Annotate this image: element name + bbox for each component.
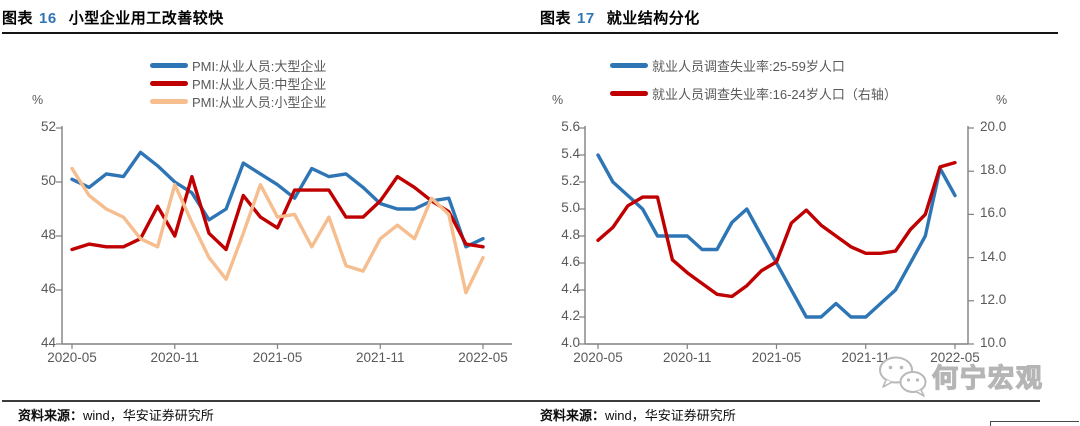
- x-axis-tick-label: 2022-05: [930, 350, 980, 365]
- y2-axis-tick-label: 12.0: [980, 291, 1007, 307]
- legend-swatch: [150, 63, 188, 68]
- right-source-note: 资料来源：wind，华安证券研究所: [540, 405, 736, 424]
- y-axis-tick-label: 5.6: [561, 119, 580, 134]
- x-axis-tick-label: 2020-05: [47, 350, 97, 365]
- legend-item: PMI:从业人员:中型企业: [150, 74, 326, 93]
- legend-swatch: [150, 81, 188, 86]
- series-line: [596, 153, 957, 319]
- right-source-text: wind，华安证券研究所: [605, 408, 736, 423]
- series-line: [70, 150, 485, 249]
- right-chart-yright-unit: %: [996, 93, 1008, 107]
- legend-swatch: [150, 99, 188, 104]
- x-axis-tick-label: 2021-11: [355, 350, 405, 365]
- right-source-label: 资料来源：: [540, 408, 606, 423]
- legend-label: 就业人员调查失业率:16-24岁人口（右轴）: [652, 87, 897, 102]
- right-chart-title-prefix: 图表: [540, 10, 572, 27]
- y-axis-tick-label: 46: [40, 281, 56, 296]
- footer-divider-line: [2, 400, 1040, 402]
- left-source-text: wind，华安证券研究所: [83, 408, 214, 423]
- legend-label: PMI:从业人员:大型企业: [192, 59, 327, 74]
- x-axis-tick-label: 2021-05: [751, 350, 802, 365]
- y2-axis-tick-label: 20.0: [980, 119, 1007, 134]
- right-chart-yleft-unit: %: [552, 93, 564, 107]
- unemployment-chart-canvas: [579, 126, 974, 349]
- left-source-label: 资料来源：: [18, 408, 84, 423]
- x-axis-tick-label: 2022-05: [458, 350, 508, 365]
- legend-item: 就业人员调查失业率:25-59岁人口: [610, 56, 845, 75]
- right-chart-title: 图表 17 就业结构分化: [540, 7, 700, 28]
- y-axis-tick-label: 4.8: [561, 227, 580, 242]
- pmi-employment-chart: % PMI:从业人员:大型企业 PMI:从业人员:中型企业 PMI:从业人员:小型企…: [0, 0, 520, 426]
- right-chart-title-text: 就业结构分化: [606, 10, 700, 27]
- y2-axis-tick-label: 10.0: [980, 335, 1007, 350]
- left-chart-title: 图表 16 小型企业用工改善较快: [2, 7, 224, 28]
- left-chart-title-text: 小型企业用工改善较快: [68, 10, 224, 27]
- y-axis-tick-label: 4.4: [561, 281, 580, 296]
- legend-label: PMI:从业人员:中型企业: [192, 77, 327, 92]
- y-axis-tick-label: 4.6: [561, 254, 580, 269]
- y-axis-tick-label: 4.2: [561, 308, 580, 323]
- y-axis-tick-label: 5.4: [561, 146, 580, 161]
- right-chart-number: 17: [577, 10, 595, 27]
- unemployment-chart: % % 就业人员调查失业率:25-59岁人口就业人员调查失业率:16-24岁人口…: [540, 0, 1080, 426]
- legend-item: 就业人员调查失业率:16-24岁人口（右轴）: [610, 84, 897, 103]
- y-axis-tick-label: 5.2: [561, 173, 580, 188]
- x-axis-tick-label: 2020-11: [150, 350, 200, 365]
- x-axis-tick-label: 2020-05: [573, 350, 623, 365]
- legend-item: PMI:从业人员:大型企业: [150, 56, 326, 75]
- y-axis-tick-label: 44: [40, 335, 56, 350]
- x-axis-tick-label: 2020-11: [662, 350, 712, 365]
- y-axis-tick-label: 4.0: [561, 335, 580, 350]
- x-axis-tick-label: 2021-11: [841, 350, 891, 365]
- left-source-note: 资料来源：wind，华安证券研究所: [18, 405, 214, 424]
- y-axis-tick-label: 50: [40, 173, 56, 188]
- next-block-corner-border: [990, 421, 1079, 426]
- series-line: [70, 166, 485, 295]
- left-chart-title-prefix: 图表: [2, 10, 34, 27]
- pmi-chart-canvas: [56, 126, 512, 349]
- series-line: [70, 174, 485, 252]
- legend-label: PMI:从业人员:小型企业: [192, 95, 327, 110]
- left-chart-y-unit: %: [32, 93, 44, 107]
- x-axis-tick-label: 2021-05: [252, 350, 303, 365]
- legend-item: PMI:从业人员:小型企业: [150, 92, 326, 111]
- left-chart-number: 16: [39, 10, 57, 27]
- y-axis-tick-label: 5.0: [561, 200, 580, 215]
- legend-swatch: [610, 63, 648, 68]
- series-line: [596, 160, 957, 299]
- legend-label: 就业人员调查失业率:25-59岁人口: [652, 59, 845, 74]
- y2-axis-tick-label: 14.0: [980, 248, 1007, 264]
- y-axis-tick-label: 48: [40, 227, 56, 242]
- legend-swatch: [610, 91, 648, 96]
- y2-axis-tick-label: 16.0: [980, 205, 1007, 221]
- header-divider-line: [2, 32, 1058, 34]
- y2-axis-tick-label: 18.0: [980, 162, 1007, 178]
- y-axis-tick-label: 52: [40, 119, 56, 134]
